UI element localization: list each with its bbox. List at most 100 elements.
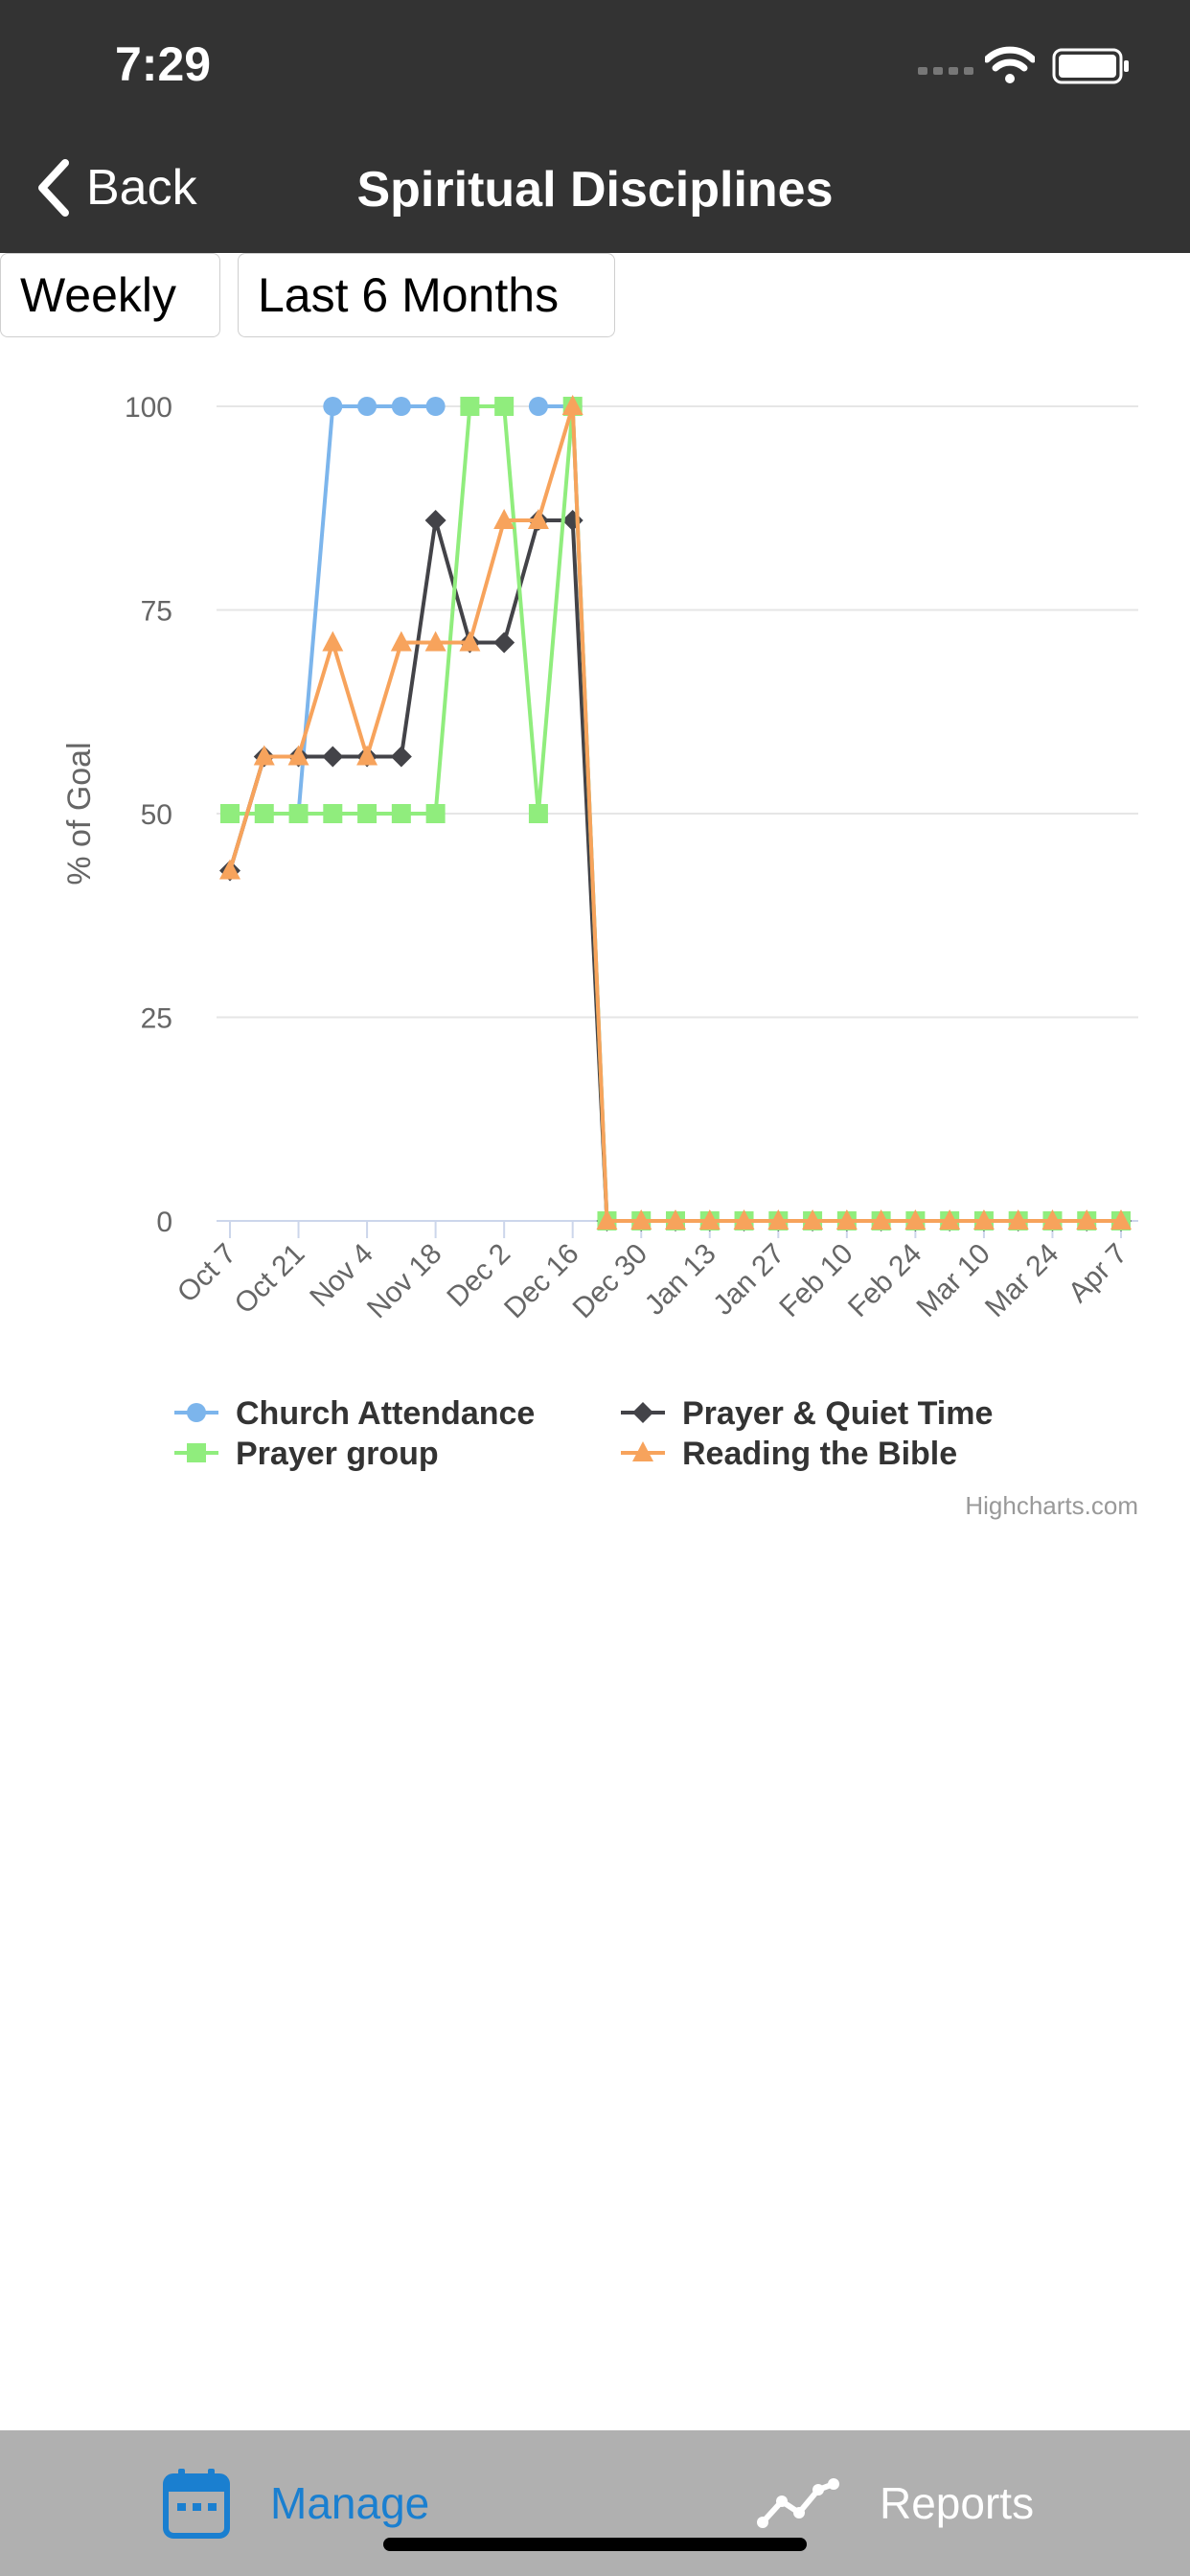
status-bar: 7:29 (0, 0, 1190, 125)
data-point (391, 804, 411, 823)
data-point (528, 804, 548, 823)
series-reading-the-bible (219, 395, 1132, 1230)
legend-item: Prayer group (174, 1436, 439, 1472)
data-point (835, 1209, 858, 1230)
data-point (219, 859, 240, 880)
x-tick-label: Apr 7 (1063, 1238, 1133, 1309)
series-prayer-quiet-time (219, 510, 1132, 1231)
chevron-left-icon (38, 159, 69, 217)
data-point (527, 509, 549, 529)
y-tick-label: 50 (141, 799, 172, 831)
legend-item: Reading the Bible (621, 1436, 957, 1472)
legend-item: Prayer & Quiet Time (621, 1395, 993, 1432)
data-point (1110, 1209, 1132, 1230)
y-axis-title: % of Goal (61, 742, 98, 885)
x-tick-label: Mar 24 (979, 1238, 1064, 1323)
legend-item: Church Attendance (174, 1395, 535, 1432)
data-point (632, 1402, 653, 1423)
tab-label-manage: Manage (270, 2478, 430, 2528)
legend-label: Prayer group (236, 1436, 439, 1472)
data-point (187, 1443, 206, 1462)
calendar-icon (163, 2469, 230, 2539)
x-tick-label: Oct 21 (229, 1238, 311, 1321)
data-point (253, 745, 275, 766)
legend-label: Prayer & Quiet Time (682, 1395, 993, 1432)
data-point (287, 745, 309, 766)
data-point (288, 804, 309, 823)
data-point (459, 631, 481, 652)
data-point (632, 1441, 653, 1461)
page-title: Spiritual Disciplines (356, 162, 834, 218)
data-point (939, 1209, 961, 1230)
data-point (665, 1209, 686, 1230)
x-tick-label: Feb 10 (773, 1238, 858, 1323)
data-point (425, 804, 446, 823)
y-tick-label: 75 (141, 596, 172, 628)
y-tick-label: 0 (156, 1207, 172, 1238)
signal-icon (918, 67, 973, 75)
data-point (870, 1209, 892, 1230)
data-point (323, 397, 343, 416)
data-point (254, 804, 274, 823)
data-point (561, 395, 584, 415)
data-point (1007, 1209, 1029, 1230)
x-tick-label: Jan 13 (639, 1238, 722, 1322)
data-point (424, 631, 446, 652)
legend-label: Church Attendance (236, 1395, 535, 1432)
data-point (630, 1209, 652, 1230)
data-point (322, 746, 344, 768)
tab-reports[interactable]: Reports (757, 2465, 1034, 2542)
data-point (356, 745, 378, 766)
data-point (460, 397, 480, 416)
legend: Church Attendance Prayer & Quiet Time Pray… (174, 1395, 993, 1472)
x-tick-label: Nov 18 (361, 1238, 448, 1325)
x-tick-label: Jan 27 (707, 1238, 790, 1322)
data-point (596, 1209, 618, 1230)
data-point (733, 1209, 755, 1230)
x-tick-label: Dec 30 (567, 1238, 654, 1325)
data-point (187, 1403, 206, 1422)
legend-label: Reading the Bible (682, 1436, 957, 1472)
battery-icon (1052, 48, 1129, 84)
data-point (698, 1209, 721, 1230)
tab-bar: Manage Reports (0, 2430, 1190, 2576)
x-tick-label: Dec 16 (498, 1238, 585, 1325)
home-indicator (383, 2538, 807, 2551)
data-point (390, 746, 412, 768)
x-tick-label: Feb 24 (842, 1238, 927, 1323)
y-tick-label: 25 (141, 1003, 172, 1035)
tab-manage[interactable]: Manage (163, 2465, 429, 2542)
x-tick-label: Mar 10 (911, 1238, 996, 1323)
back-button[interactable]: Back (34, 153, 197, 222)
wifi-icon (985, 46, 1035, 83)
data-point (493, 509, 515, 529)
data-point (357, 804, 378, 823)
data-point (220, 804, 240, 823)
series-layer (219, 395, 1132, 1231)
period-selector[interactable]: Weekly (0, 253, 220, 337)
data-point (904, 1209, 927, 1230)
back-label: Back (86, 160, 197, 216)
chart-credit: Highcharts.com (965, 1491, 1138, 1520)
series-line (228, 518, 1121, 1223)
data-point (494, 397, 515, 416)
data-point (1041, 1209, 1064, 1230)
status-time: 7:29 (115, 37, 212, 91)
data-point (493, 632, 515, 654)
data-point (973, 1209, 995, 1230)
y-tick-label: 100 (125, 392, 172, 424)
tab-label-reports: Reports (880, 2478, 1035, 2528)
data-point (390, 631, 412, 652)
navigation-bar: Back Spiritual Disciplines (0, 125, 1190, 253)
data-point (767, 1209, 790, 1230)
data-point (528, 397, 548, 416)
data-point (322, 631, 344, 652)
data-point (802, 1209, 824, 1230)
range-selector[interactable]: Last 6 Months (238, 253, 615, 337)
data-point (357, 397, 378, 416)
line-chart-icon (757, 2478, 839, 2528)
data-point (391, 397, 411, 416)
data-point (425, 397, 446, 416)
